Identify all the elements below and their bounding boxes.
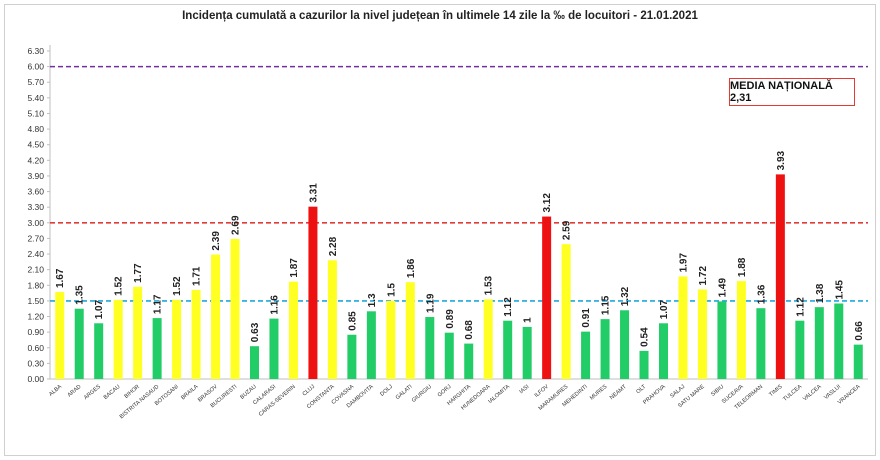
national-average-box: MEDIA NAȚIONALĂ 2,31 <box>729 78 855 106</box>
chart-title: Incidența cumulată a cazurilor la nivel … <box>182 10 698 22</box>
chart-frame <box>4 4 876 456</box>
